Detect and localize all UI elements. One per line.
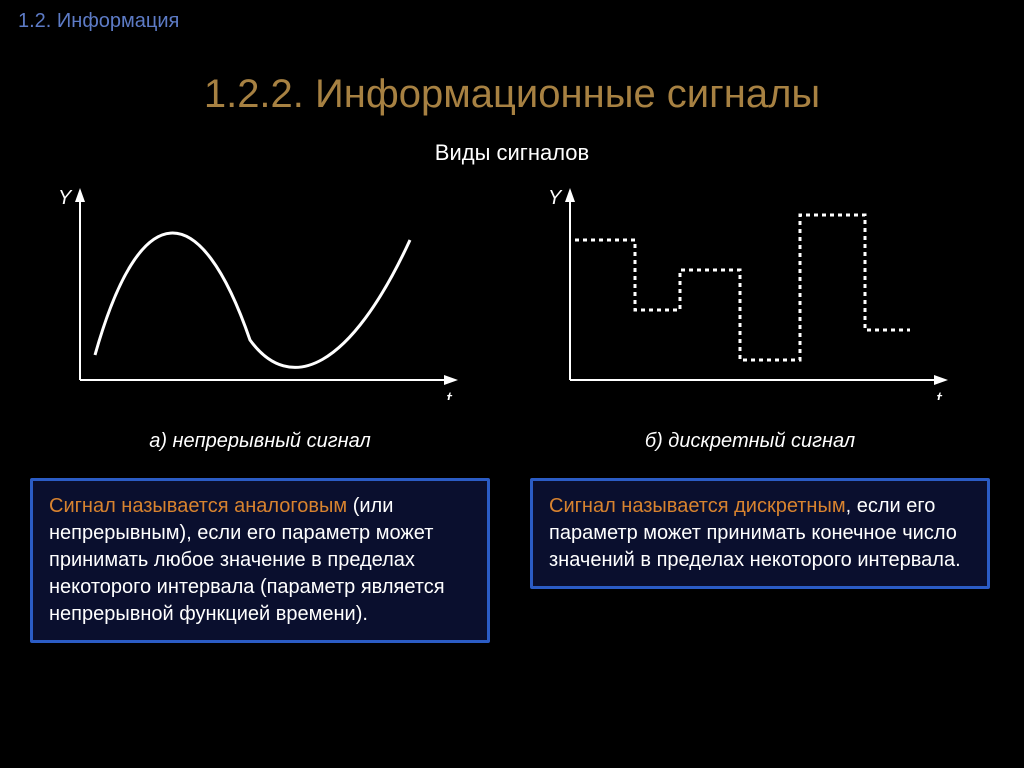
definition-highlight: Сигнал называется аналоговым [49,495,347,517]
continuous-signal-svg: Y t [50,180,470,400]
subtitle: Виды сигналов [0,140,1024,166]
definition-discrete: Сигнал называется дискретным, если его п… [530,478,990,589]
page-title: 1.2.2. Информационные сигналы [0,72,1024,117]
caption-continuous: а) непрерывный сигнал [50,430,470,453]
definition-highlight: Сигнал называется дискретным [549,495,846,517]
definition-analog: Сигнал называется аналоговым (или непрер… [30,478,490,643]
y-axis-label: Y [58,187,73,209]
breadcrumb: 1.2. Информация [18,10,179,33]
chart-continuous: Y t [50,180,470,400]
charts-region: Y t Y t [0,180,1024,440]
chart-discrete: Y t [540,180,960,400]
x-axis-label: t [446,389,453,400]
y-axis-label: Y [548,187,563,209]
caption-discrete: б) дискретный сигнал [540,430,960,453]
discrete-signal-svg: Y t [540,180,960,400]
x-axis-label: t [936,389,943,400]
